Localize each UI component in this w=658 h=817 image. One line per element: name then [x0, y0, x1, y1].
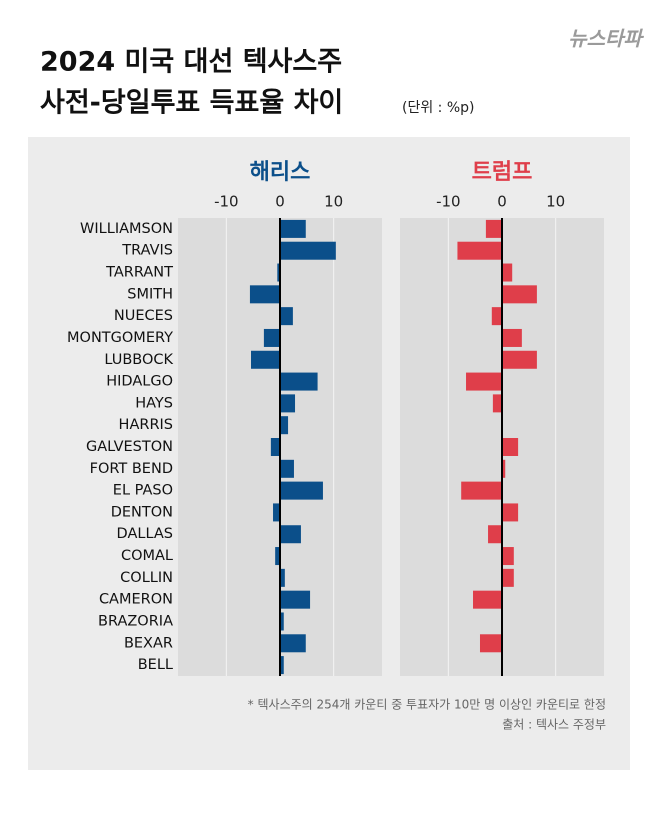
bar — [502, 263, 513, 282]
x-tick-label: -10 — [436, 193, 461, 211]
x-tick-label: 10 — [546, 193, 565, 211]
x-tick-label: 0 — [497, 193, 507, 211]
panel-title: 트럼프 — [472, 160, 533, 185]
category-label: SMITH — [127, 286, 173, 302]
category-label: BRAZORIA — [98, 613, 173, 629]
bar — [280, 525, 301, 544]
bar — [502, 350, 537, 369]
bar — [491, 307, 502, 326]
bar — [280, 307, 293, 326]
bar — [277, 263, 280, 282]
bar — [249, 285, 280, 304]
category-label: MONTGOMERY — [67, 330, 173, 346]
bar — [280, 459, 294, 478]
category-label: HIDALGO — [106, 374, 173, 390]
category-label: DALLAS — [117, 526, 173, 542]
bar — [280, 634, 306, 653]
bar — [492, 394, 502, 413]
category-label: COMAL — [121, 548, 173, 564]
bar — [502, 459, 506, 478]
bar — [251, 350, 280, 369]
category-label: COLLIN — [120, 570, 173, 586]
footnote: 출처 : 텍사스 주정부 — [502, 718, 606, 732]
category-label: BEXAR — [124, 635, 173, 651]
bar — [280, 656, 284, 675]
category-label: HAYS — [135, 395, 173, 411]
category-label: FORT BEND — [90, 461, 173, 477]
bar — [502, 285, 537, 304]
bar — [473, 590, 502, 609]
bar — [280, 394, 296, 413]
bar — [280, 590, 311, 609]
panel-title: 해리스 — [250, 160, 311, 185]
title-line: 사전-당일투표 득표율 차이 — [40, 88, 343, 119]
category-label: LUBBOCK — [104, 352, 173, 368]
title-line: 2024 미국 대선 텍사스주 — [40, 47, 342, 78]
category-label: WILLIAMSON — [80, 221, 173, 237]
bar — [280, 481, 323, 500]
category-label: NUECES — [114, 308, 173, 324]
footnote: * 텍사스주의 254개 카운티 중 투표자가 10만 명 이상인 카운티로 한… — [248, 698, 606, 712]
bar — [502, 568, 514, 587]
bar — [466, 372, 502, 391]
bar — [502, 438, 519, 456]
x-tick-label: -10 — [214, 193, 239, 211]
bar — [280, 612, 284, 631]
bar — [273, 503, 280, 522]
bar — [502, 503, 519, 522]
category-label: GALVESTON — [86, 439, 173, 455]
bar — [502, 547, 514, 566]
category-label: BELL — [138, 657, 173, 673]
category-label: DENTON — [111, 504, 173, 520]
bar — [488, 525, 502, 544]
logo: 뉴스타파 — [568, 27, 644, 51]
category-label: CAMERON — [99, 592, 173, 608]
unit-label: (단위 : %p) — [402, 100, 475, 116]
bar — [275, 547, 280, 566]
bar — [502, 328, 522, 347]
category-label: TARRANT — [105, 265, 173, 281]
category-label: TRAVIS — [121, 243, 173, 259]
bar — [280, 372, 318, 391]
bar — [280, 219, 306, 238]
bar — [479, 634, 502, 653]
bar — [280, 416, 289, 435]
x-tick-label: 0 — [275, 193, 285, 211]
bar — [280, 568, 285, 587]
x-tick-label: 10 — [324, 193, 343, 211]
bar — [461, 481, 502, 500]
bar — [457, 241, 502, 260]
category-label: EL PASO — [113, 483, 173, 499]
category-label: HARRIS — [119, 417, 173, 433]
bar — [263, 328, 280, 347]
bar — [485, 219, 502, 238]
bar — [270, 438, 280, 456]
bar — [280, 241, 336, 260]
